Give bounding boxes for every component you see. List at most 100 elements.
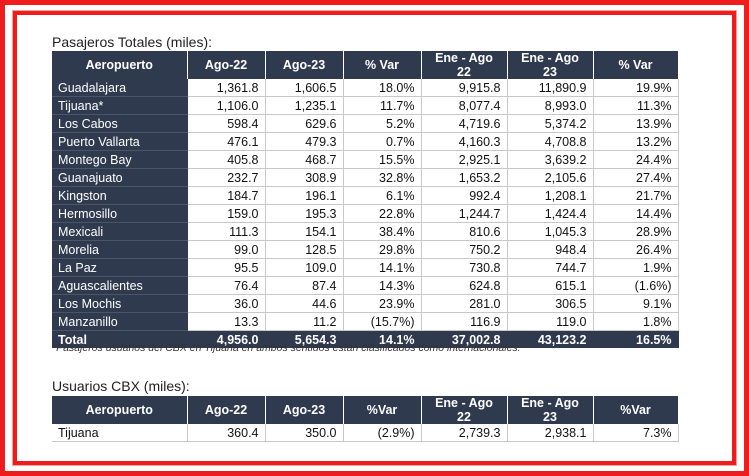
- table-cell: 308.9: [265, 168, 344, 187]
- total-cell: 16.5%: [593, 330, 679, 348]
- airport-name-cell: Kingston: [52, 186, 188, 205]
- total-passengers-table: Aeropuerto Ago-22 Ago-23 % Var Ene - Ago…: [52, 51, 679, 348]
- table-cell: 1,106.0: [187, 96, 266, 115]
- table-cell: 2,739.3: [421, 424, 508, 442]
- table-row: Tijuana* 1,106.0 1,235.1 11.7% 8,077.4 8,993.…: [52, 96, 679, 115]
- header-var-ytd: % Var: [593, 51, 679, 79]
- table-cell: (1.6%): [593, 276, 679, 295]
- table-cell: 1,208.1: [507, 186, 594, 205]
- table-cell: 38.4%: [343, 222, 422, 241]
- table-cell: 7.3%: [593, 424, 679, 442]
- header-var-ytd: %Var: [593, 396, 679, 424]
- table-cell: (2.9%): [343, 424, 422, 442]
- table-cell: 810.6: [421, 222, 508, 241]
- table-cell: 109.0: [265, 258, 344, 277]
- table-row: Guadalajara 1,361.8 1,606.5 18.0% 9,915.8 11,…: [52, 79, 679, 97]
- table-cell: 1,235.1: [265, 96, 344, 115]
- total-label: Total: [52, 330, 188, 348]
- table-cell: 19.9%: [593, 79, 679, 97]
- table-cell: 4,708.8: [507, 132, 594, 151]
- table-row: Manzanillo 13.3 11.2 (15.7%) 116.9 119.0 1.8%: [52, 312, 679, 331]
- table-cell: 1.8%: [593, 312, 679, 331]
- table-title-cbx-users: Usuarios CBX (miles):: [52, 378, 190, 394]
- table-cell: 11.2: [265, 312, 344, 331]
- header-aug22: Ago-22: [187, 396, 266, 424]
- table-cell: 1,424.4: [507, 204, 594, 223]
- header-jan-aug22: Ene - Ago 22: [421, 51, 508, 79]
- table-cell: 119.0: [507, 312, 594, 331]
- table-cell: 116.9: [421, 312, 508, 331]
- table-cell: 99.0: [187, 240, 266, 259]
- table-cell: 95.5: [187, 258, 266, 277]
- table-cell: 76.4: [187, 276, 266, 295]
- header-airport: Aeropuerto: [52, 51, 188, 79]
- table-cell: 281.0: [421, 294, 508, 313]
- table-cell: 992.4: [421, 186, 508, 205]
- airport-name-cell: Tijuana: [52, 424, 188, 442]
- table-cell: 11.3%: [593, 96, 679, 115]
- table-cell: 1,361.8: [187, 79, 266, 97]
- table-cell: 468.7: [265, 150, 344, 169]
- table-cell: 624.8: [421, 276, 508, 295]
- table-cell: 2,105.6: [507, 168, 594, 187]
- table-cell: 350.0: [265, 424, 344, 442]
- table-cell: 1,045.3: [507, 222, 594, 241]
- table-cell: 195.3: [265, 204, 344, 223]
- table-cell: 27.4%: [593, 168, 679, 187]
- airport-name-cell: Mexicali: [52, 222, 188, 241]
- table-cell: 629.6: [265, 114, 344, 133]
- total-cell: 5,654.3: [265, 330, 344, 348]
- table-cell: 18.0%: [343, 79, 422, 97]
- table-cell: 5.2%: [343, 114, 422, 133]
- table-row: Montego Bay 405.8 468.7 15.5% 2,925.1 3,639.2…: [52, 150, 679, 169]
- table-cell: 232.7: [187, 168, 266, 187]
- header-var: % Var: [343, 51, 422, 79]
- table-cell: 28.9%: [593, 222, 679, 241]
- table-cell: 479.3: [265, 132, 344, 151]
- table-cell: 0.7%: [343, 132, 422, 151]
- airport-name-cell: Montego Bay: [52, 150, 188, 169]
- table-cell: 87.4: [265, 276, 344, 295]
- footnote: *Pasajeros usuarios del CBX en Tijuana e…: [52, 342, 521, 354]
- airport-name-cell: Manzanillo: [52, 312, 188, 331]
- table-cell: 14.3%: [343, 276, 422, 295]
- table-cell: 14.1%: [343, 258, 422, 277]
- table-cell: 9.1%: [593, 294, 679, 313]
- table-cell: 13.3: [187, 312, 266, 331]
- table-cell: 184.7: [187, 186, 266, 205]
- header-airport: Aeropuerto: [52, 396, 188, 424]
- table-cell: 1,653.2: [421, 168, 508, 187]
- inner-red-border: [13, 11, 736, 465]
- table-cell: 1.9%: [593, 258, 679, 277]
- table-cell: 21.7%: [593, 186, 679, 205]
- table-cell: 196.1: [265, 186, 344, 205]
- total-cell: 37,002.8: [421, 330, 508, 348]
- header-jan-aug23: Ene - Ago 23: [507, 51, 594, 79]
- airport-name-cell: Tijuana*: [52, 96, 188, 115]
- header-aug23: Ago-23: [265, 396, 344, 424]
- table-cell: 159.0: [187, 204, 266, 223]
- table-cell: 476.1: [187, 132, 266, 151]
- airport-name-cell: Guanajuato: [52, 168, 188, 187]
- airport-name-cell: Aguascalientes: [52, 276, 188, 295]
- total-cell: 4,956.0: [187, 330, 266, 348]
- table-cell: 23.9%: [343, 294, 422, 313]
- table-cell: 29.8%: [343, 240, 422, 259]
- table-cell: 948.4: [507, 240, 594, 259]
- table-row: Aguascalientes 76.4 87.4 14.3% 624.8 615.1 (1.…: [52, 276, 679, 295]
- table-cell: 13.9%: [593, 114, 679, 133]
- table-header-row: Aeropuerto Ago-22 Ago-23 %Var Ene - Ago …: [52, 396, 679, 424]
- total-cell: 14.1%: [343, 330, 422, 348]
- cbx-users-table: Aeropuerto Ago-22 Ago-23 %Var Ene - Ago …: [52, 396, 679, 442]
- header-jan-aug23: Ene - Ago 23: [507, 396, 594, 424]
- table-cell: 3,639.2: [507, 150, 594, 169]
- table-cell: 360.4: [187, 424, 266, 442]
- table-row: Kingston 184.7 196.1 6.1% 992.4 1,208.1 21.7%: [52, 186, 679, 205]
- table-row: Los Cabos 598.4 629.6 5.2% 4,719.6 5,374.2 13.…: [52, 114, 679, 133]
- table-cell: 8,077.4: [421, 96, 508, 115]
- table-cell: 154.1: [265, 222, 344, 241]
- table-cell: 8,993.0: [507, 96, 594, 115]
- table-cell: 598.4: [187, 114, 266, 133]
- table-title-total-passengers: Pasajeros Totales (miles):: [52, 34, 213, 50]
